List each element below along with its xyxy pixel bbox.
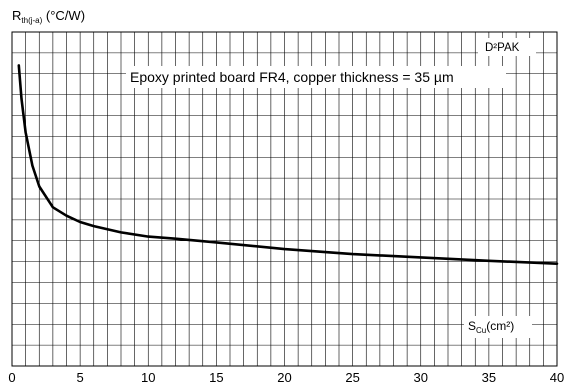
- x-axis-label-unit: (cm²): [486, 319, 514, 333]
- x-tick-label: 35: [482, 370, 496, 385]
- x-axis-label-box: [464, 316, 532, 338]
- y-axis-label-main: R: [12, 8, 21, 23]
- x-tick-label: 40: [550, 370, 564, 385]
- x-tick-label: 25: [345, 370, 359, 385]
- x-tick-labels: 0 5 10 15 20 25 30 35 40: [8, 370, 564, 385]
- y-axis-label-sub: th(j-a): [21, 16, 42, 25]
- y-axis-label-unit: (°C/W): [42, 8, 85, 23]
- x-tick-label: 0: [8, 370, 15, 385]
- x-tick-label: 5: [77, 370, 84, 385]
- package-label: D²PAK: [485, 42, 520, 54]
- y-axis-label: Rth(j-a) (°C/W): [12, 8, 85, 25]
- annotation-text: Epoxy printed board FR4, copper thicknes…: [130, 69, 454, 85]
- series-line: [17, 64, 559, 265]
- x-axis-label: SCu(cm²): [468, 319, 514, 335]
- x-tick-label: 20: [277, 370, 291, 385]
- x-axis-label-sub: Cu: [476, 326, 486, 335]
- package-label-box: [478, 38, 536, 56]
- x-tick-label: 10: [141, 370, 155, 385]
- x-axis-label-main: S: [468, 319, 476, 333]
- x-tick-label: 30: [414, 370, 428, 385]
- annotation-box: [126, 66, 506, 88]
- x-tick-label: 15: [209, 370, 223, 385]
- plot-frame: [11, 31, 558, 367]
